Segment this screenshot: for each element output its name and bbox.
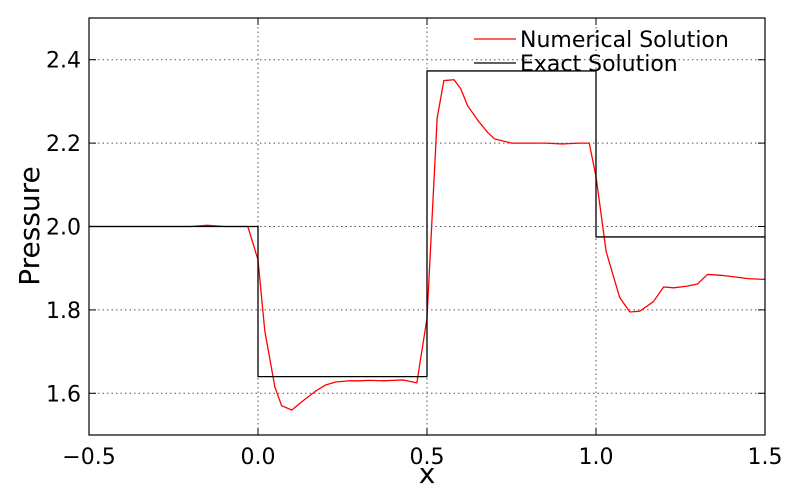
- x-tick-label: −0.5: [62, 445, 115, 470]
- y-tick-label: 2.2: [46, 132, 81, 157]
- legend-label-numerical: Numerical Solution: [520, 28, 729, 53]
- y-tick-label: 2.4: [46, 49, 81, 74]
- y-tick-label: 1.8: [46, 299, 81, 324]
- legend-label-exact: Exact Solution: [520, 52, 678, 77]
- series-line-exact: [89, 70, 765, 378]
- legend: Numerical Solution Exact Solution: [474, 28, 729, 77]
- y-tick-label: 2.0: [46, 216, 81, 241]
- y-axis-label: Pressure: [13, 166, 46, 286]
- plot-series: [89, 70, 766, 411]
- x-tick-label: 0.0: [241, 445, 276, 470]
- axis-ticks: −0.5 0.0 0.5 1.0 1.5 1.6 1.8 2.0 2.2 2.4: [46, 18, 783, 470]
- x-tick-label: 1.5: [748, 445, 783, 470]
- y-tick-label: 1.6: [46, 382, 81, 407]
- x-tick-label: 1.0: [579, 445, 614, 470]
- x-tick-label: 0.5: [410, 445, 445, 470]
- x-axis-label: x: [419, 457, 436, 490]
